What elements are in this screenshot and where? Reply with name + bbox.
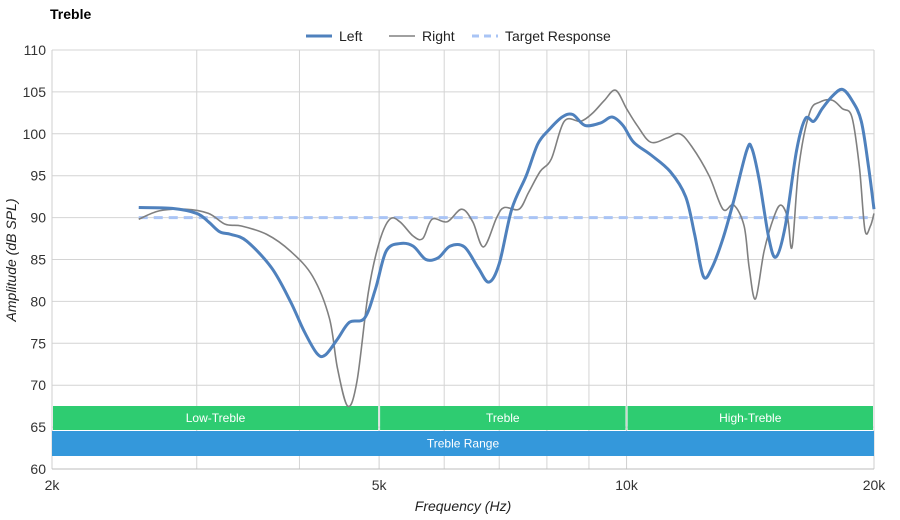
y-tick-label: 105 [23,84,47,100]
y-tick-label: 75 [30,335,46,351]
y-tick-label: 65 [30,419,46,435]
y-tick-label: 90 [30,210,46,226]
frequency-bands: Low-Treble Treble High-Treble Treble Range [52,406,874,456]
chart-title: Treble [50,6,91,22]
band-label: Treble [486,411,520,425]
y-tick-label: 95 [30,168,46,184]
series-line-right [138,89,875,408]
y-tick-label: 80 [30,293,46,309]
band-bar [53,406,379,430]
y-tick-label: 100 [23,126,47,142]
band-label: High-Treble [719,411,782,425]
chart-legend: Left Right Target Response [306,28,611,44]
band-bar [52,431,874,456]
band-bar [380,406,626,430]
chart-series [138,87,876,408]
band-label: Treble Range [427,437,500,451]
x-tick-label: 5k [372,477,388,493]
chart-axes: 60 65 70 75 80 85 90 95 100 105 110 2k 5k 10k 20k [23,42,887,493]
band-label: Low-Treble [186,411,246,425]
legend-label: Left [339,28,362,44]
series-line-left [138,87,876,359]
y-tick-label: 60 [30,461,46,477]
y-tick-label: 85 [30,252,46,268]
y-axis-title: Amplitude (dB SPL) [3,199,19,323]
x-tick-label: 2k [45,477,61,493]
y-tick-label: 110 [24,42,47,58]
legend-label: Right [422,28,455,44]
x-tick-label: 20k [863,477,887,493]
x-axis-title: Frequency (Hz) [415,498,511,514]
band-bar [627,406,873,430]
x-tick-label: 10k [615,477,639,493]
chart-grid [51,49,875,470]
y-tick-label: 70 [30,377,46,393]
legend-label: Target Response [505,28,611,44]
